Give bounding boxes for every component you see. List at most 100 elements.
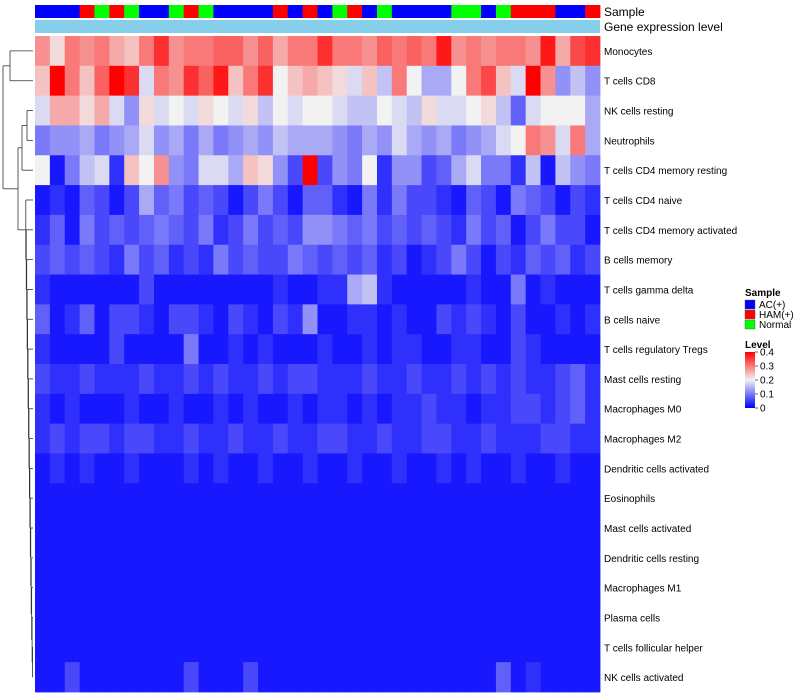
heatmap-cell bbox=[168, 95, 185, 126]
heatmap-cell bbox=[451, 334, 467, 365]
heatmap-cell bbox=[35, 65, 51, 97]
heatmap-cell bbox=[362, 602, 378, 633]
heatmap-cell bbox=[94, 95, 110, 126]
heatmap-cell bbox=[124, 542, 140, 574]
heatmap-cell bbox=[421, 602, 437, 633]
heatmap-cell bbox=[436, 65, 452, 97]
heatmap-cell bbox=[272, 572, 289, 603]
heatmap-cell bbox=[64, 513, 81, 544]
heatmap-cell bbox=[302, 274, 318, 305]
heatmap-cell bbox=[213, 662, 229, 693]
heatmap-cell bbox=[183, 632, 199, 663]
heatmap-cell bbox=[153, 393, 170, 425]
heatmap-cell bbox=[139, 423, 155, 454]
heatmap-cell bbox=[317, 364, 333, 395]
heatmap-cell bbox=[436, 36, 452, 67]
heatmap-cell bbox=[79, 214, 95, 246]
heatmap-cell bbox=[466, 125, 482, 156]
sample-annotation-cell bbox=[64, 5, 81, 18]
heatmap-cell bbox=[332, 334, 348, 365]
heatmap-cell bbox=[213, 632, 229, 663]
heatmap-cell bbox=[510, 274, 527, 305]
heatmap-cell bbox=[362, 155, 378, 186]
heatmap-cell bbox=[525, 304, 541, 335]
heatmap-cell bbox=[49, 334, 66, 365]
heatmap-cell bbox=[35, 334, 51, 365]
heatmap-cell bbox=[228, 185, 244, 216]
heatmap-cell bbox=[94, 453, 110, 484]
heatmap-cell bbox=[49, 244, 66, 275]
heatmap-cell bbox=[228, 155, 244, 186]
heatmap-cell bbox=[332, 393, 348, 425]
heatmap-cell bbox=[243, 453, 259, 484]
heatmap-cell bbox=[570, 662, 586, 693]
heatmap-cell bbox=[139, 334, 155, 365]
heatmap-cell bbox=[362, 125, 378, 156]
heatmap-cell bbox=[391, 423, 408, 454]
heatmap-cell bbox=[302, 334, 318, 365]
heatmap-cell bbox=[510, 662, 527, 693]
heatmap-cell bbox=[64, 662, 81, 693]
heatmap-cell bbox=[168, 244, 185, 275]
sample-annotation-cell bbox=[347, 5, 363, 18]
heatmap-cell bbox=[585, 542, 601, 574]
heatmap-cell bbox=[555, 244, 571, 275]
heatmap-cell bbox=[35, 185, 51, 216]
heatmap-cell bbox=[79, 95, 95, 126]
heatmap-cell bbox=[317, 334, 333, 365]
heatmap-cell bbox=[35, 632, 51, 663]
heatmap-cell bbox=[332, 423, 348, 454]
heatmap-cell bbox=[243, 542, 259, 574]
row-label: Mast cells resting bbox=[604, 375, 681, 386]
heatmap-cell bbox=[585, 572, 601, 603]
heatmap-cell bbox=[94, 125, 110, 156]
sample-annotation-cell bbox=[302, 5, 318, 18]
heatmap-cell bbox=[64, 572, 81, 603]
heatmap-cell bbox=[243, 185, 259, 216]
heatmap-cell bbox=[35, 393, 51, 425]
heatmap-cell bbox=[525, 483, 541, 514]
heatmap-cell bbox=[406, 632, 422, 663]
heatmap-cell bbox=[376, 453, 393, 484]
heatmap-cell bbox=[525, 214, 541, 246]
heatmap-cell bbox=[495, 95, 512, 126]
heatmap-cell bbox=[540, 513, 556, 544]
heatmap-cell bbox=[391, 155, 408, 186]
heatmap-cell bbox=[332, 214, 348, 246]
sample-legend-label: AC(+) bbox=[759, 300, 785, 311]
heatmap-cell bbox=[272, 602, 289, 633]
heatmap-cell bbox=[64, 95, 81, 126]
heatmap-cell bbox=[272, 662, 289, 693]
heatmap-cell bbox=[258, 602, 274, 633]
heatmap-cell bbox=[317, 244, 333, 275]
row-label: T cells regulatory Tregs bbox=[604, 345, 708, 356]
heatmap-cell bbox=[495, 304, 512, 335]
heatmap-cell bbox=[585, 423, 601, 454]
heatmap-cell bbox=[79, 185, 95, 216]
heatmap-cell bbox=[436, 572, 452, 603]
heatmap-cell bbox=[153, 453, 170, 484]
heatmap-cell bbox=[139, 95, 155, 126]
heatmap-cell bbox=[391, 542, 408, 574]
heatmap-cell bbox=[570, 542, 586, 574]
heatmap-cell bbox=[35, 542, 51, 574]
heatmap-cell bbox=[525, 244, 541, 275]
heatmap-cell bbox=[510, 393, 527, 425]
heatmap-cell bbox=[272, 36, 289, 67]
heatmap-cell bbox=[64, 483, 81, 514]
heatmap-cell bbox=[139, 364, 155, 395]
heatmap-cell bbox=[302, 662, 318, 693]
heatmap-cell bbox=[302, 572, 318, 603]
heatmap-cell bbox=[124, 95, 140, 126]
heatmap-cell bbox=[495, 244, 512, 275]
heatmap-cell bbox=[213, 483, 229, 514]
heatmap-cell bbox=[198, 334, 214, 365]
heatmap-cell bbox=[287, 65, 304, 97]
heatmap-cell bbox=[153, 125, 170, 156]
heatmap-cell bbox=[481, 513, 497, 544]
heatmap-cell bbox=[585, 304, 601, 335]
heatmap-cell bbox=[139, 36, 155, 67]
heatmap-cell bbox=[585, 453, 601, 484]
heatmap-cell bbox=[317, 125, 333, 156]
